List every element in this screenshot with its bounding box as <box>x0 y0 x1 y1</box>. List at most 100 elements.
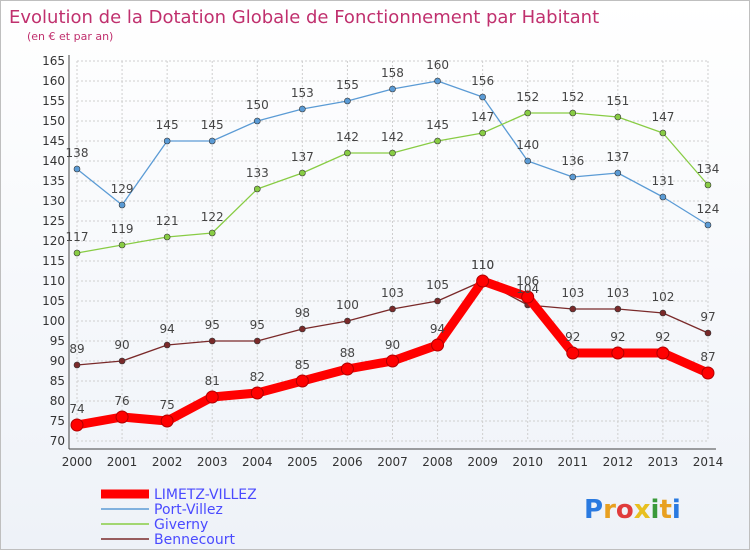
data-label: 131 <box>651 174 674 188</box>
legend-label: Port-Villez <box>154 502 223 518</box>
data-label: 92 <box>655 330 670 344</box>
logo-letter: x <box>634 495 651 525</box>
data-label: 103 <box>561 286 584 300</box>
data-point <box>344 317 351 325</box>
data-label: 106 <box>516 274 539 288</box>
data-label: 103 <box>606 286 629 300</box>
proxiti-logo: Proxiti <box>584 495 681 525</box>
data-label: 124 <box>697 202 720 216</box>
data-label: 136 <box>561 154 584 168</box>
legend-label: Giverny <box>154 517 208 533</box>
logo-letter: P <box>584 495 603 525</box>
data-label: 142 <box>381 130 404 144</box>
data-point <box>701 366 715 380</box>
data-label: 129 <box>111 182 134 196</box>
data-point <box>160 414 174 428</box>
data-label: 90 <box>385 338 400 352</box>
data-point <box>344 149 351 157</box>
data-label: 140 <box>516 138 539 152</box>
data-label: 95 <box>205 318 220 332</box>
data-label: 137 <box>291 150 314 164</box>
data-label: 103 <box>381 286 404 300</box>
data-point <box>250 386 264 400</box>
logo-letter: r <box>603 495 616 525</box>
data-label: 100 <box>336 298 359 312</box>
legend: LIMETZ-VILLEZPort-VillezGivernyBennecour… <box>101 487 257 548</box>
data-label: 145 <box>156 118 179 132</box>
data-point <box>163 137 171 145</box>
data-point <box>479 129 486 137</box>
y-tick-label: 165 <box>42 54 65 68</box>
x-tick-label: 2001 <box>107 455 138 469</box>
x-tick-label: 2008 <box>422 455 453 469</box>
data-label: 105 <box>426 278 449 292</box>
data-label: 74 <box>69 402 84 416</box>
data-point <box>299 325 306 333</box>
data-point <box>659 129 667 137</box>
y-tick-label: 135 <box>42 174 65 188</box>
data-point <box>434 137 441 145</box>
data-point <box>704 181 712 189</box>
data-label: 156 <box>471 74 494 88</box>
data-point <box>389 85 396 93</box>
data-point <box>521 290 535 304</box>
data-point <box>434 297 441 305</box>
data-label: 145 <box>201 118 224 132</box>
x-tick-label: 2014 <box>693 455 724 469</box>
x-tick-label: 2013 <box>648 455 679 469</box>
y-tick-label: 85 <box>50 374 65 388</box>
data-point <box>611 346 625 360</box>
data-point <box>208 337 216 345</box>
data-point <box>163 233 171 241</box>
data-point <box>389 149 396 157</box>
data-point <box>431 338 445 352</box>
x-tick-label: 2002 <box>152 455 183 469</box>
y-tick-label: 70 <box>50 434 65 448</box>
data-label: 158 <box>381 66 404 80</box>
data-label: 153 <box>291 86 314 100</box>
chart-title: Evolution de la Dotation Globale de Fonc… <box>9 7 599 28</box>
y-tick-label: 80 <box>50 394 65 408</box>
data-point <box>208 229 216 237</box>
data-point <box>208 137 216 145</box>
data-label: 76 <box>114 394 129 408</box>
data-label: 142 <box>336 130 359 144</box>
data-label: 110 <box>471 258 494 272</box>
x-tick-label: 2005 <box>287 455 318 469</box>
data-point <box>299 105 306 113</box>
data-label: 75 <box>159 398 174 412</box>
data-label: 147 <box>471 110 494 124</box>
data-label: 88 <box>340 346 355 360</box>
x-tick-label: 2000 <box>62 455 93 469</box>
data-label: 134 <box>697 162 720 176</box>
data-point <box>205 390 219 404</box>
data-label: 117 <box>66 230 89 244</box>
data-point <box>118 241 126 249</box>
data-label: 160 <box>426 58 449 72</box>
data-point <box>340 362 354 376</box>
data-label: 94 <box>430 322 445 336</box>
data-labels: 138 129 145 145 150 153 155 158 160 156 140 136 137 1… <box>66 58 720 416</box>
data-label: 137 <box>606 150 629 164</box>
data-label: 152 <box>561 90 584 104</box>
logo-letter: t <box>659 495 671 525</box>
data-point <box>524 157 532 165</box>
data-label: 94 <box>159 322 174 336</box>
data-point <box>569 109 577 117</box>
data-point <box>385 354 399 368</box>
y-tick-label: 120 <box>42 234 65 248</box>
y-tick-label: 75 <box>50 414 65 428</box>
y-tick-label: 145 <box>42 134 65 148</box>
data-point <box>70 418 84 432</box>
x-tick-label: 2006 <box>332 455 363 469</box>
data-point <box>479 93 486 101</box>
x-tick-label: 2007 <box>377 455 408 469</box>
data-label: 147 <box>651 110 674 124</box>
x-tick-label: 2011 <box>557 455 588 469</box>
series-layer <box>70 77 715 432</box>
data-point <box>163 341 171 349</box>
data-point <box>569 305 577 313</box>
y-tick-label: 155 <box>42 94 65 108</box>
y-tick-label: 115 <box>42 254 65 268</box>
